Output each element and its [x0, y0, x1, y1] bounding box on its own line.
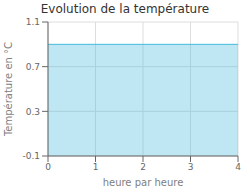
svg-text:Température en °C: Température en °C: [8, 42, 14, 137]
svg-text:2: 2: [140, 162, 146, 172]
svg-text:-0.1: -0.1: [22, 151, 40, 161]
svg-text:3: 3: [188, 162, 194, 172]
svg-text:1.1: 1.1: [26, 18, 40, 27]
svg-text:4: 4: [235, 162, 241, 172]
svg-text:heure par heure: heure par heure: [103, 177, 184, 188]
html-text:Evolution de la température: Evolution de la température: [40, 2, 210, 16]
svg-text:1: 1: [93, 162, 99, 172]
svg-text:0.3: 0.3: [26, 107, 40, 117]
svg-text:0.7: 0.7: [26, 62, 40, 72]
svg-text:0: 0: [45, 162, 51, 172]
